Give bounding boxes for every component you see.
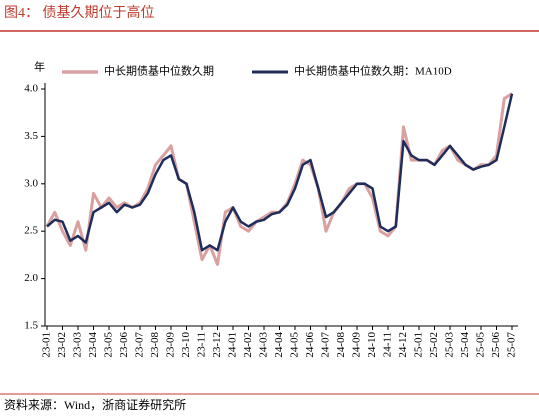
- x-tick-label: 24-12: [397, 332, 409, 358]
- x-tick-label: 23-06: [118, 332, 130, 358]
- x-tick-label: 24-02: [242, 332, 254, 358]
- x-tick-label: 25-02: [428, 332, 440, 358]
- x-tick-label: 25-06: [490, 332, 502, 358]
- x-tick-label: 24-11: [382, 332, 394, 357]
- x-tick-label: 25-07: [506, 332, 518, 358]
- y-tick-label: 2.5: [24, 225, 38, 237]
- x-tick-label: 23-08: [149, 332, 161, 358]
- x-tick-label: 23-10: [180, 332, 192, 358]
- x-tick-label: 25-05: [475, 332, 487, 358]
- series-line: [46, 93, 514, 252]
- x-tick-label: 25-01: [413, 332, 425, 358]
- series-line: [45, 92, 513, 266]
- x-tick-label: 25-03: [444, 332, 456, 358]
- source: 资料来源：Wind，浙商证券研究所: [4, 397, 186, 412]
- x-tick-label: 24-08: [335, 332, 347, 358]
- x-tick-label: 23-12: [211, 332, 223, 358]
- y-tick-label: 4.0: [24, 83, 38, 95]
- x-tick-label: 24-07: [320, 332, 332, 358]
- y-tick-label: 1.5: [24, 320, 38, 332]
- x-tick-label: 23-02: [56, 332, 68, 358]
- x-tick-label: 24-03: [258, 332, 270, 358]
- x-tick-label: 23-07: [134, 332, 146, 358]
- x-tick-label: 24-05: [289, 332, 301, 358]
- x-tick-label: 24-10: [366, 332, 378, 358]
- x-tick-label: 25-04: [459, 332, 471, 358]
- chart-title: 图4： 债基久期位于高位: [4, 4, 155, 21]
- y-tick-label: 3.0: [24, 177, 38, 189]
- x-tick-label: 23-03: [72, 332, 84, 358]
- x-tick-label: 23-01: [41, 332, 53, 358]
- x-tick-label: 24-09: [351, 332, 363, 358]
- legend-label: 中长期债基中位数久期: [104, 64, 214, 78]
- x-tick-label: 23-04: [87, 332, 99, 358]
- y-unit: 年: [34, 60, 45, 74]
- y-tick-label: 2.0: [24, 272, 38, 284]
- x-tick-label: 24-04: [273, 332, 285, 358]
- y-tick-label: 3.5: [24, 130, 38, 142]
- x-tick-label: 24-06: [304, 332, 316, 358]
- x-tick-label: 23-05: [103, 332, 115, 358]
- x-tick-label: 24-01: [227, 332, 239, 358]
- x-tick-label: 23-11: [196, 332, 208, 357]
- legend-label: 中长期债基中位数久期：MA10D: [294, 64, 452, 78]
- x-tick-label: 23-09: [165, 332, 177, 358]
